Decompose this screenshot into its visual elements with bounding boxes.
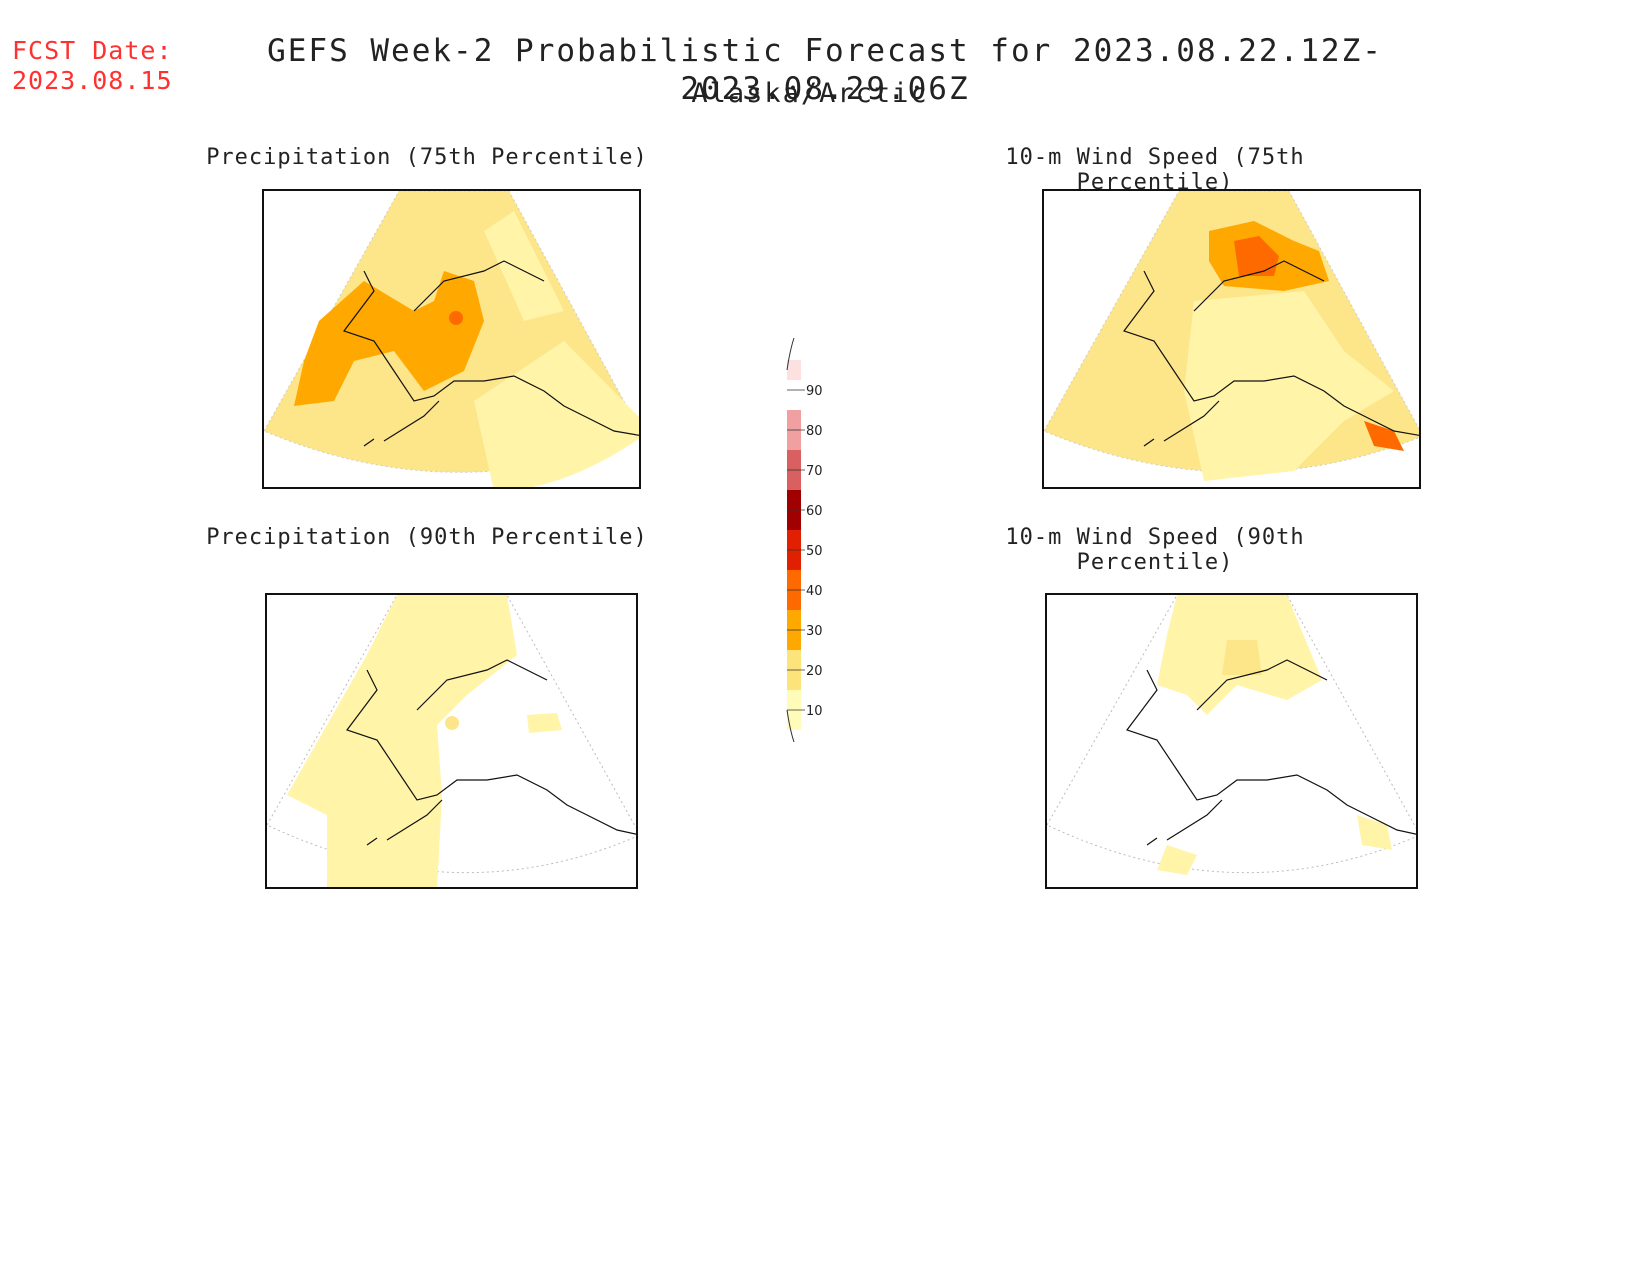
coastline bbox=[1126, 659, 1416, 835]
panel-title-precip-90: Precipitation (90th Percentile) bbox=[206, 525, 648, 550]
precip-moderate-spot-2 bbox=[527, 713, 562, 733]
panel-title-precip-75: Precipitation (75th Percentile) bbox=[206, 145, 648, 170]
precip-high-region bbox=[294, 271, 484, 406]
map-wind-75 bbox=[1042, 189, 1421, 489]
colorbar: 10 20 30 40 50 60 70 80 90 bbox=[780, 330, 840, 754]
colorbar-segment bbox=[787, 360, 801, 380]
panel-title-wind-90: 10-m Wind Speed (90th Percentile) bbox=[1005, 525, 1305, 575]
coastline-islands bbox=[366, 799, 443, 846]
coastline bbox=[343, 260, 639, 436]
colorbar-label: 10 bbox=[806, 704, 823, 719]
colorbar-label: 40 bbox=[806, 584, 823, 599]
wind-max-region bbox=[1234, 236, 1279, 276]
precip-moderate-spot bbox=[445, 716, 459, 730]
precip-moderate-region bbox=[287, 595, 517, 887]
wind-high-region-2 bbox=[1364, 421, 1404, 451]
colorbar-label: 70 bbox=[806, 464, 823, 479]
coastline-islands bbox=[1143, 400, 1220, 447]
colorbar-label: 80 bbox=[806, 424, 823, 439]
colorbar-label: 90 bbox=[806, 384, 823, 399]
colorbar-end-top bbox=[786, 337, 795, 371]
panel-title-wind-75: 10-m Wind Speed (75th Percentile) bbox=[1005, 145, 1305, 195]
precip-low-region-2 bbox=[484, 211, 564, 321]
page-title: GEFS Week-2 Probabilistic Forecast for 2… bbox=[267, 33, 1383, 107]
precip-low-region bbox=[474, 341, 639, 487]
colorbar-label: 20 bbox=[806, 664, 823, 679]
wind-low-region bbox=[1184, 291, 1394, 481]
colorbar-end-bottom bbox=[786, 709, 795, 743]
fcst-date: FCST Date: 2023.08.15 bbox=[12, 36, 173, 96]
colorbar-label: 30 bbox=[806, 624, 823, 639]
fcst-date-label: FCST Date: bbox=[12, 36, 173, 65]
fcst-date-value: 2023.08.15 bbox=[12, 66, 173, 95]
colorbar-label: 60 bbox=[806, 504, 823, 519]
map-domain-outline bbox=[1047, 595, 1416, 874]
coastline-islands bbox=[1146, 799, 1223, 846]
precip-max-spot bbox=[449, 311, 463, 325]
map-wind-90 bbox=[1045, 593, 1418, 889]
coastline bbox=[1123, 260, 1419, 436]
coastline-islands bbox=[363, 400, 440, 447]
coastline bbox=[346, 659, 636, 835]
colorbar-label: 50 bbox=[806, 544, 823, 559]
wind-moderate-spot bbox=[1222, 640, 1262, 675]
wind-moderate-spot-3 bbox=[1157, 845, 1197, 875]
map-precip-90 bbox=[265, 593, 638, 889]
map-precip-75 bbox=[262, 189, 641, 489]
page-subtitle: Alaska/Arctic bbox=[691, 78, 929, 109]
